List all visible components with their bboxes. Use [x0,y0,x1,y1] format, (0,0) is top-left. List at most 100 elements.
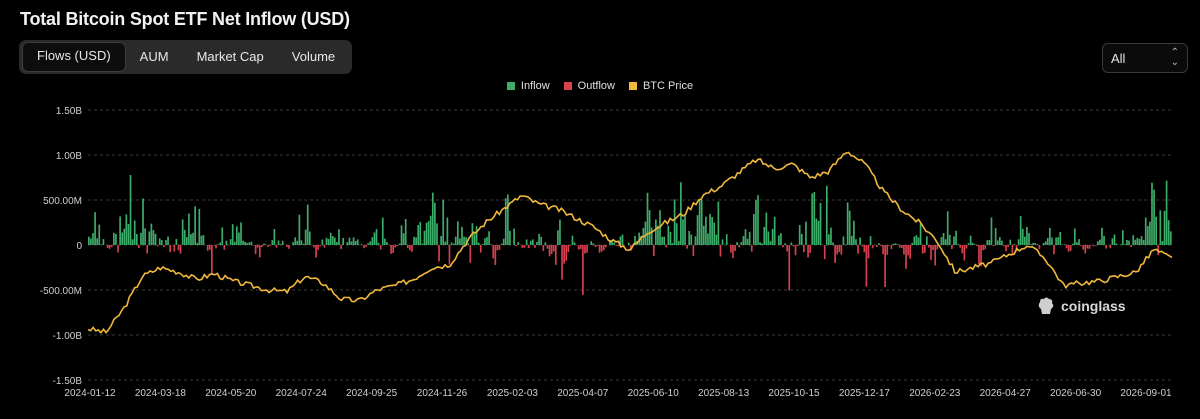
outflow-bar [719,245,722,257]
outflow-bar [794,245,797,256]
x-tick-label: 2026-09-01 [1120,388,1172,399]
inflow-bar [231,224,234,245]
inflow-bar [361,244,363,245]
inflow-bar [1028,233,1030,245]
outflow-bar [542,245,545,251]
inflow-bar [465,237,467,245]
outflow-bar [396,245,399,247]
inflow-bar [384,238,386,245]
inflow-bar [152,230,155,245]
outflow-bar [886,245,889,255]
inflow-bar [971,242,974,245]
inflow-bar [848,210,851,245]
inflow-bar [119,216,121,245]
inflow-bar [348,237,351,245]
metric-tabs: Flows (USD) AUM Market Cap Volume [19,40,353,74]
outflow-bar [788,245,791,291]
inflow-bar [1142,239,1145,245]
inflow-bar [490,244,492,245]
outflow-bar [254,245,257,255]
inflow-bar [263,243,265,245]
inflow-bar [92,233,94,245]
inflow-bar [805,221,807,245]
inflow-bar [196,242,199,245]
inflow-bar [915,235,918,245]
inflow-bar [1146,226,1149,245]
inflow-bar [926,236,928,245]
inflow-bar [236,226,238,245]
inflow-bar [475,226,478,245]
x-tick-label: 2025-02-03 [487,388,539,399]
inflow-bar [696,215,699,245]
inflow-bar [707,233,709,245]
inflow-bar [192,232,194,245]
inflow-bar [504,198,507,245]
outflow-bar [867,245,870,259]
outflow-bar [1130,245,1132,247]
outflow-bar [275,245,278,248]
outflow-bar [984,245,987,250]
outflow-bar [317,245,319,250]
outflow-bar [732,245,734,259]
inflow-bar [1001,240,1003,245]
inflow-bar [277,240,280,245]
inflow-bar [273,229,276,245]
x-tick-label: 2025-04-07 [557,388,609,399]
outflow-bar [1094,245,1097,246]
outflow-bar [267,245,269,247]
legend-outflow[interactable]: Outflow [563,80,615,92]
outflow-bar [288,245,290,249]
outflow-bar [567,245,570,253]
inflow-bar [500,243,503,245]
tab-market-cap[interactable]: Market Cap [196,49,264,64]
inflow-bar [1113,234,1116,245]
outflow-bar [734,245,736,252]
outflow-bar [936,245,939,250]
inflow-bar [648,210,651,245]
inflow-bar [140,232,142,245]
inflow-bar [573,242,576,245]
outflow-bar [261,245,263,248]
inflow-bar [417,224,420,245]
inflow-bar [371,237,374,245]
inflow-bar [1032,242,1034,245]
outflow-bar [163,245,165,247]
outflow-bar [838,245,841,253]
inflow-bar [329,232,332,245]
outflow-bar [340,245,342,250]
tab-aum[interactable]: AUM [139,49,169,64]
range-select[interactable]: All ⌃ ⌄ [1102,43,1188,73]
y-tick-label: 1.50B [56,106,82,117]
outflow-bar [951,245,953,249]
inflow-bar [1165,180,1168,245]
outflow-bar [561,245,563,280]
outflow-bar [1105,245,1107,249]
inflow-bar [684,215,686,245]
inflow-bar [452,243,455,245]
outflow-bar [108,245,111,249]
tab-volume[interactable]: Volume [291,49,336,64]
inflow-bar [815,218,818,245]
inflow-bar [667,225,670,245]
outflow-bar [390,245,392,254]
outflow-bar [1005,245,1007,252]
inflow-bar [1155,216,1157,245]
inflow-bar [855,239,857,245]
inflow-bar [467,243,470,245]
inflow-bar [717,201,720,245]
inflow-bar [292,242,294,245]
inflow-bar [327,239,330,245]
legend-btc-price[interactable]: BTC Price [628,80,693,92]
inflow-bar [325,237,328,245]
inflow-bar [121,232,124,245]
inflow-bar [859,237,861,245]
tab-flows[interactable]: Flows (USD) [22,42,126,72]
inflow-bar [217,244,219,245]
outflow-bar [494,245,497,266]
inflow-bar [507,194,509,245]
inflow-bar [1111,238,1114,245]
inflow-bar [944,239,947,245]
legend-inflow[interactable]: Inflow [506,80,550,92]
inflow-bar [148,231,151,245]
outflow-bar [1088,245,1091,249]
